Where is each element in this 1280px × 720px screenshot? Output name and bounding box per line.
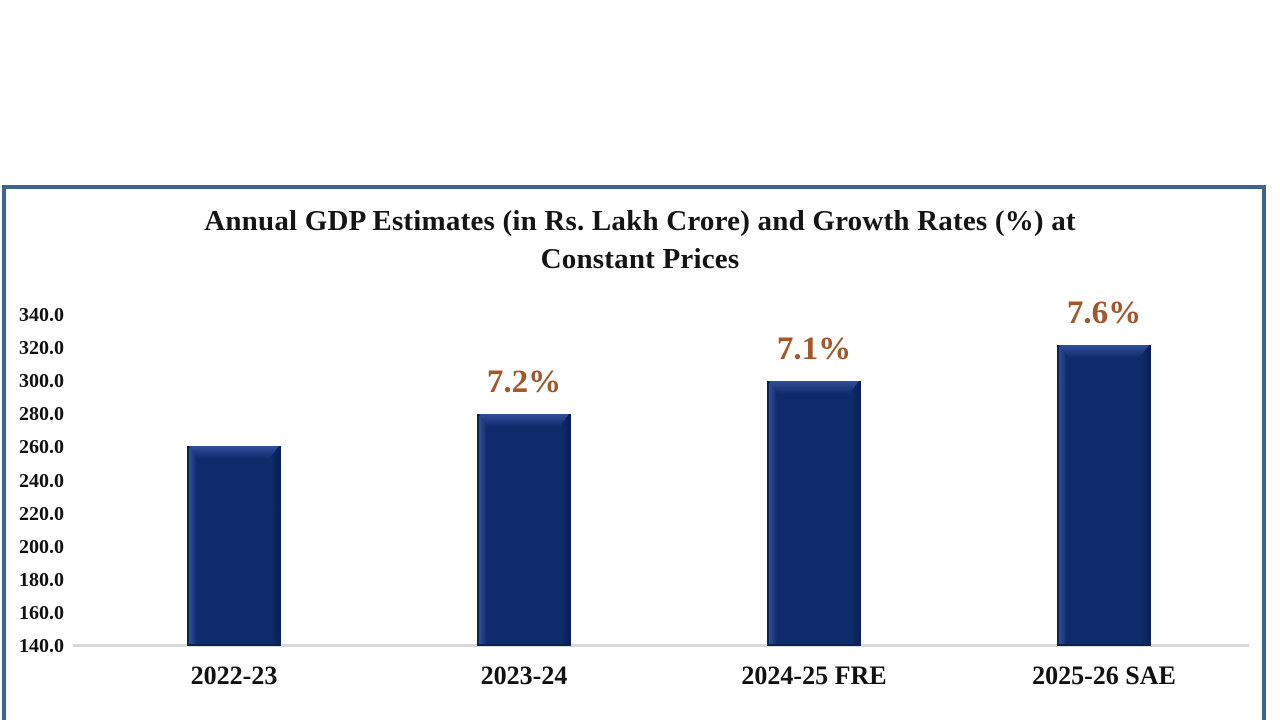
growth-rate-label: 7.6% [1066,295,1142,331]
chart-title: Annual GDP Estimates (in Rs. Lakh Crore)… [0,202,1280,278]
gdp-bar [767,381,861,646]
bar-top-bevel [189,446,279,459]
x-axis-category-label: 2023-24 [480,661,568,690]
chart-title-line2: Constant Prices [540,243,740,275]
y-axis-tick-label: 320.0 [19,337,64,360]
y-axis-tick-label: 300.0 [19,370,64,393]
x-axis-baseline [73,644,1249,647]
gdp-bar [187,446,281,646]
y-axis-tick-label: 240.0 [19,469,64,492]
x-axis-category-label: 2024-25 FRE [741,661,887,690]
gdp-bar [1057,345,1151,646]
y-axis-tick-label: 140.0 [19,635,64,657]
growth-rate-label: 7.2% [486,364,562,400]
y-axis-tick-label: 260.0 [19,436,64,459]
y-axis-tick-label: 220.0 [19,502,64,525]
bar-top-bevel [479,414,569,427]
y-axis-tick-label: 160.0 [19,601,64,624]
gdp-bar [477,414,571,646]
growth-rate-label: 7.1% [776,331,852,367]
x-axis-category-label: 2022-23 [190,661,278,690]
y-axis-tick-label: 340.0 [19,304,64,326]
chart-title-line1: Annual GDP Estimates (in Rs. Lakh Crore)… [204,205,1076,237]
bar-top-bevel [769,381,859,394]
y-axis-tick-label: 180.0 [19,568,64,591]
x-axis-category-label: 2025-26 SAE [1032,661,1176,690]
y-axis-tick-label: 280.0 [19,403,64,426]
bar-top-bevel [1059,345,1149,358]
y-axis-tick-label: 200.0 [19,535,64,558]
